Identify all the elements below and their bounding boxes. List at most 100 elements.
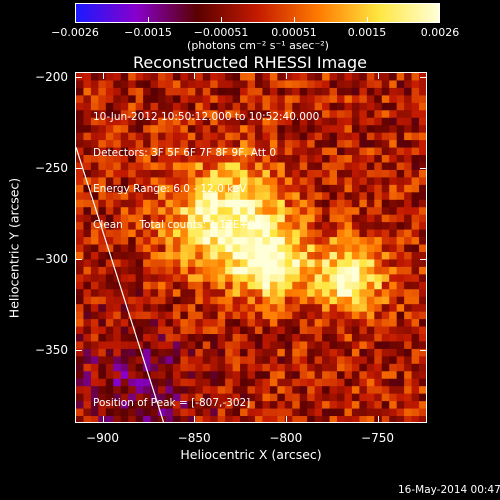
heatmap-cell: [344, 110, 353, 119]
heatmap-cell: [419, 207, 426, 216]
heatmap-cell: [225, 140, 234, 149]
heatmap-cell: [262, 184, 271, 193]
heatmap-cell: [404, 341, 413, 350]
heatmap-cell: [269, 192, 278, 201]
heatmap-cell: [277, 311, 286, 320]
heatmap-cell: [419, 378, 426, 387]
heatmap-cell: [254, 229, 263, 238]
heatmap-cell: [254, 386, 263, 395]
heatmap-cell: [389, 266, 398, 275]
heatmap-cell: [351, 386, 360, 395]
heatmap-cell: [83, 311, 92, 320]
heatmap-cell: [98, 304, 107, 313]
heatmap-cell: [165, 296, 174, 305]
heatmap-cell: [105, 378, 114, 387]
heatmap-cell: [128, 341, 137, 350]
heatmap-cell: [419, 237, 426, 246]
heatmap-cell: [210, 110, 219, 119]
heatmap-cell: [202, 214, 211, 223]
heatmap-cell: [381, 95, 390, 104]
heatmap-cell: [359, 162, 368, 171]
heatmap-cell: [83, 80, 92, 89]
heatmap-cell: [404, 281, 413, 290]
heatmap-cell: [143, 319, 152, 328]
heatmap-cell: [374, 371, 383, 380]
heatmap-cell: [366, 348, 375, 357]
heatmap-cell: [374, 401, 383, 410]
heatmap-cell: [284, 348, 293, 357]
heatmap-cell: [262, 162, 271, 171]
heatmap-cell: [404, 214, 413, 223]
heatmap-cell: [314, 259, 323, 268]
heatmap-cell: [314, 401, 323, 410]
heatmap-cell: [389, 87, 398, 96]
heatmap-cell: [128, 259, 137, 268]
heatmap-cell: [389, 80, 398, 89]
heatmap-cell: [105, 401, 114, 410]
heatmap-cell: [262, 296, 271, 305]
heatmap-cell: [143, 326, 152, 335]
heatmap-cell: [337, 237, 345, 246]
heatmap-cell: [411, 393, 420, 402]
heatmap-cell: [90, 363, 99, 372]
heatmap-cell: [299, 140, 308, 149]
heatmap-cell: [381, 408, 390, 417]
heatmap-cell: [329, 348, 338, 357]
heatmap-cell: [389, 117, 398, 126]
heatmap-cell: [411, 80, 420, 89]
heatmap-cell: [158, 363, 166, 372]
heatmap-cell: [322, 311, 331, 320]
heatmap-cell: [150, 207, 159, 216]
heatmap-cell: [180, 401, 189, 410]
heatmap-cell: [105, 371, 114, 380]
heatmap-cell: [254, 87, 263, 96]
heatmap-cell: [76, 371, 84, 380]
heatmap-cell: [419, 140, 426, 149]
heatmap-cell: [277, 117, 286, 126]
heatmap-cell: [120, 356, 129, 365]
heatmap-cell: [135, 386, 144, 395]
heatmap-cell: [299, 266, 308, 275]
heatmap-cell: [113, 393, 122, 402]
heatmap-cell: [180, 289, 189, 298]
heatmap-cell: [187, 274, 196, 283]
heatmap-cell: [113, 259, 122, 268]
heatmap-cell: [217, 155, 226, 163]
heatmap-cell: [351, 162, 360, 171]
heatmap-cell: [128, 73, 137, 81]
heatmap-cell: [351, 296, 360, 305]
heatmap-cell: [150, 259, 159, 268]
heatmap-cell: [180, 281, 189, 290]
heatmap-cell: [98, 363, 107, 372]
heatmap-cell: [195, 192, 204, 201]
heatmap-cell: [98, 177, 107, 186]
heatmap-cell: [351, 363, 360, 372]
heatmap-cell: [396, 386, 405, 395]
heatmap-cell: [225, 95, 234, 104]
heatmap-cell: [128, 214, 137, 223]
heatmap-cell: [262, 117, 271, 126]
heatmap-cell: [232, 229, 241, 238]
heatmap-cell: [217, 259, 226, 268]
heatmap-cell: [299, 363, 308, 372]
colorbar-tick-label: −0.0026: [51, 26, 99, 39]
heatmap-cell: [158, 266, 166, 275]
heatmap-cell: [90, 401, 99, 410]
heatmap-cell: [396, 229, 405, 238]
heatmap-cell: [374, 132, 383, 141]
heatmap-cell: [366, 87, 375, 96]
heatmap-cell: [322, 401, 331, 410]
heatmap-cell: [232, 378, 241, 387]
heatmap-cell: [150, 334, 159, 342]
heatmap-cell: [195, 296, 204, 305]
heatmap-cell: [307, 132, 316, 141]
heatmap-cell: [419, 251, 426, 260]
heatmap-cell: [359, 87, 368, 96]
heatmap-cell: [195, 371, 204, 380]
heatmap-cell: [284, 214, 293, 223]
heatmap-cell: [180, 207, 189, 216]
heatmap-cell: [411, 87, 420, 96]
heatmap-cell: [307, 162, 316, 171]
heatmap-cell: [135, 140, 144, 149]
heatmap-cell: [158, 259, 166, 268]
